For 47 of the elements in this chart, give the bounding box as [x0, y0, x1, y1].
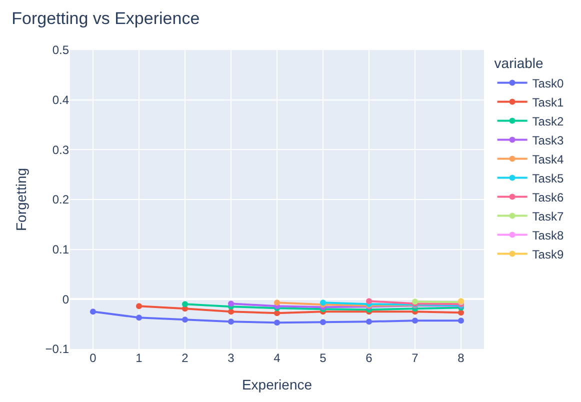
y-tick-label: −0.1: [45, 342, 70, 356]
x-tick-label: 6: [366, 351, 373, 365]
legend-label: Task7: [532, 209, 564, 224]
x-axis-title: Experience: [242, 376, 312, 392]
x-tick-label: 5: [320, 351, 327, 365]
point: [228, 318, 234, 325]
point: [366, 298, 372, 304]
point: [136, 303, 142, 310]
point: [182, 316, 188, 323]
x-tick-label: 4: [274, 351, 281, 365]
y-tick-label: 0.3: [52, 142, 70, 157]
point: [458, 310, 464, 316]
y-axis-title: Forgetting: [12, 168, 29, 232]
point: [136, 314, 142, 321]
legend-label: Task4: [532, 152, 564, 166]
x-tick-label: 3: [228, 351, 235, 365]
y-tick-label: 0: [62, 292, 70, 306]
point: [228, 300, 234, 307]
chart-title: Forgetting vs Experience: [12, 8, 200, 28]
y-tick-label: 0.1: [52, 242, 70, 257]
point: [320, 319, 326, 326]
point: [182, 301, 188, 308]
y-tick-label: 0.2: [52, 192, 70, 207]
legend-label: Task9: [532, 247, 564, 262]
x-tick-label: 8: [458, 351, 465, 365]
legend-label: Task2: [532, 114, 564, 128]
legend-label: Task1: [532, 95, 564, 110]
legend-label: Task0: [532, 76, 564, 90]
legend-title: variable: [494, 55, 544, 72]
x-tick-label: 0: [90, 351, 97, 365]
point: [458, 318, 464, 324]
legend-label: Task5: [532, 171, 564, 186]
legend-label: Task8: [532, 228, 564, 242]
point: [274, 310, 280, 316]
point: [366, 318, 372, 325]
point: [274, 300, 280, 306]
point: [274, 320, 280, 326]
y-tick-label: 0.5: [52, 43, 70, 58]
point: [90, 308, 96, 315]
point: [412, 318, 418, 324]
x-tick-label: 2: [182, 351, 189, 365]
x-tick-label: 1: [136, 351, 143, 365]
y-tick-label: 0.4: [52, 93, 70, 108]
point: [228, 308, 234, 315]
x-tick-label: 7: [412, 351, 419, 365]
legend-label: Task6: [532, 190, 564, 204]
legend-label: Task3: [532, 133, 564, 148]
